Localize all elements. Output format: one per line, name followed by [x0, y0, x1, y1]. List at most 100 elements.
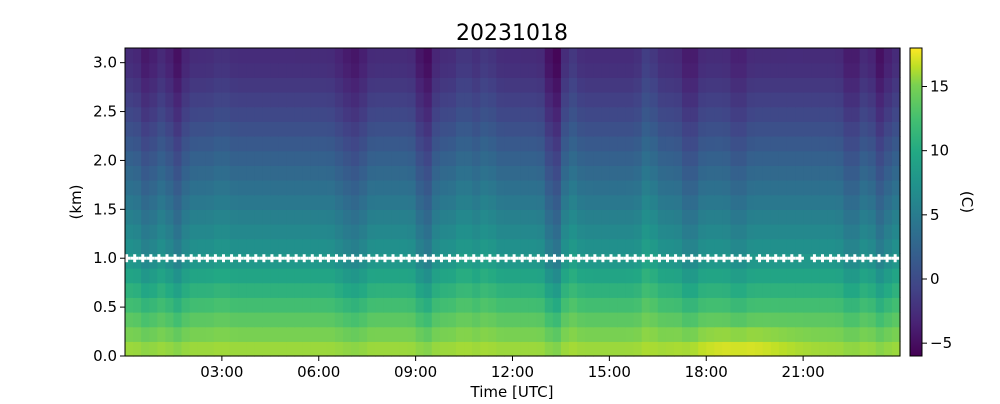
heatmap-cell: [617, 312, 627, 328]
heatmap-cell: [205, 121, 215, 137]
heatmap-cell: [641, 268, 651, 284]
heatmap-cell: [577, 106, 586, 122]
heatmap-cell: [762, 297, 772, 313]
heatmap-cell: [367, 224, 376, 240]
heatmap-cell: [633, 209, 643, 225]
heatmap-cell: [375, 136, 384, 152]
heatmap-cell: [835, 312, 845, 328]
heatmap-cell: [125, 326, 134, 342]
heatmap-cell: [318, 297, 328, 313]
heatmap-cell: [423, 224, 433, 240]
heatmap-cell: [746, 238, 756, 254]
heatmap-cell: [778, 268, 788, 284]
heatmap-cell: [383, 106, 392, 122]
heatmap-cell: [496, 238, 506, 254]
heatmap-cell: [375, 238, 384, 254]
heatmap-cell: [891, 326, 901, 342]
heatmap-cell: [625, 106, 635, 122]
heatmap-cell: [351, 121, 360, 137]
heatmap-cell: [302, 92, 312, 108]
heatmap-cell: [165, 62, 175, 78]
heatmap-cell: [682, 106, 691, 122]
heatmap-cell: [883, 326, 893, 342]
x-axis-label: Time [UTC]: [470, 383, 554, 400]
heatmap-cell: [682, 165, 691, 181]
heatmap-cell: [795, 268, 804, 284]
heatmap-cell: [754, 326, 764, 342]
heatmap-cell: [528, 136, 538, 152]
heatmap-cell: [342, 121, 352, 137]
heatmap-cell: [447, 341, 457, 357]
heatmap-cell: [811, 180, 820, 196]
heatmap-cell: [310, 106, 320, 122]
heatmap-cell: [173, 253, 183, 269]
heatmap-cell: [157, 136, 166, 152]
heatmap-cell: [891, 77, 901, 93]
heatmap-cell: [359, 238, 368, 254]
heatmap-cell: [141, 62, 150, 78]
heatmap-cell: [770, 121, 780, 137]
heatmap-cell: [738, 253, 748, 269]
heatmap-cell: [359, 312, 368, 328]
heatmap-cell: [754, 180, 764, 196]
heatmap-cell: [601, 297, 610, 313]
heatmap-cell: [407, 121, 417, 137]
heatmap-cell: [835, 282, 845, 298]
heatmap-cell: [375, 121, 384, 137]
heatmap-cell: [714, 268, 723, 284]
heatmap-cell: [544, 48, 554, 64]
heatmap-cell: [157, 268, 166, 284]
heatmap-cell: [213, 282, 223, 298]
heatmap-cell: [649, 312, 659, 328]
heatmap-cell: [286, 194, 296, 210]
heatmap-cell: [141, 77, 150, 93]
heatmap-cell: [383, 62, 392, 78]
heatmap-cell: [770, 194, 780, 210]
heatmap-cell: [795, 180, 804, 196]
heatmap-cell: [165, 253, 175, 269]
heatmap-cell: [342, 253, 352, 269]
heatmap-cell: [318, 150, 328, 166]
heatmap-cell: [229, 238, 239, 254]
heatmap-cell: [125, 238, 134, 254]
heatmap-cell: [294, 312, 304, 328]
heatmap-cell: [569, 326, 578, 342]
heatmap-cell: [278, 62, 288, 78]
heatmap-cell: [762, 268, 772, 284]
heatmap-cell: [399, 150, 409, 166]
heatmap-cell: [334, 180, 344, 196]
heatmap-cell: [246, 224, 255, 240]
heatmap-cell: [560, 224, 570, 240]
heatmap-cell: [528, 48, 538, 64]
heatmap-cell: [270, 48, 279, 64]
heatmap-cell: [173, 180, 183, 196]
heatmap-cell: [455, 268, 465, 284]
heatmap-cell: [197, 268, 207, 284]
heatmap-cell: [609, 341, 619, 357]
heatmap-cell: [165, 194, 175, 210]
heatmap-cell: [351, 268, 360, 284]
heatmap-cell: [698, 48, 707, 64]
plus-marker: [671, 254, 680, 263]
heatmap-cell: [157, 253, 166, 269]
heatmap-cell: [246, 150, 255, 166]
heatmap-cell: [488, 282, 497, 298]
heatmap-cell: [383, 194, 392, 210]
heatmap-cell: [286, 326, 296, 342]
heatmap-cell: [851, 48, 861, 64]
heatmap-cell: [577, 238, 586, 254]
heatmap-cell: [795, 48, 804, 64]
heatmap-cell: [544, 297, 554, 313]
heatmap-cell: [827, 312, 837, 328]
heatmap-cell: [213, 253, 223, 269]
heatmap-cell: [665, 238, 675, 254]
heatmap-cell: [326, 77, 336, 93]
heatmap-cell: [569, 121, 578, 137]
heatmap-cells: [125, 48, 901, 357]
heatmap-cell: [342, 48, 352, 64]
heatmap-cell: [657, 297, 667, 313]
heatmap-cell: [480, 194, 489, 210]
heatmap-cell: [439, 194, 449, 210]
heatmap-cell: [318, 121, 328, 137]
heatmap-cell: [197, 62, 207, 78]
